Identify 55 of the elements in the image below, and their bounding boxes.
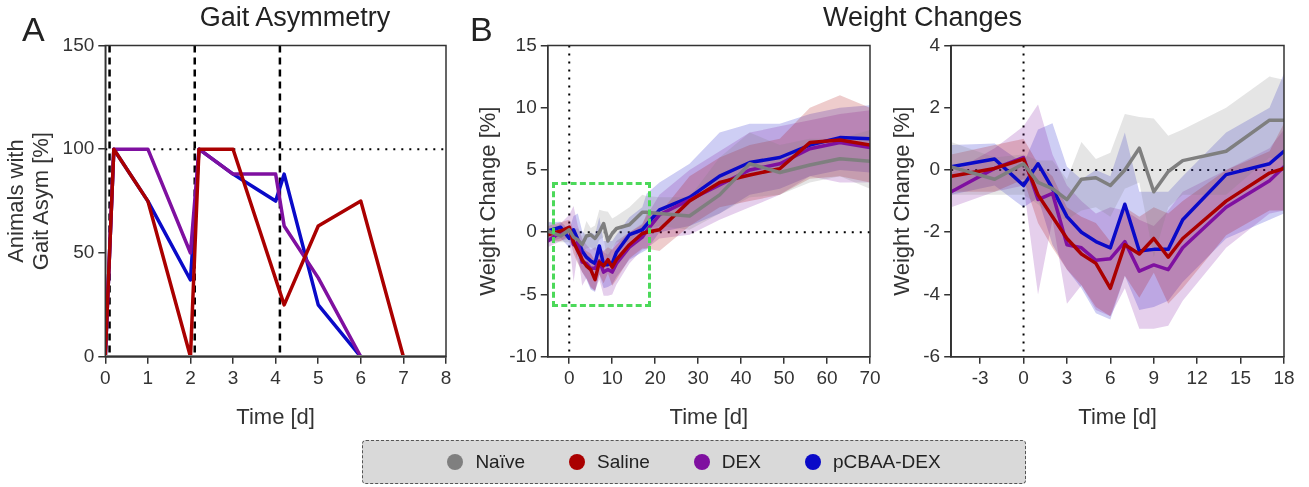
y-tick-label: 0 [526,220,537,242]
x-tick-label: 0 [100,367,111,389]
text: A [22,10,45,49]
legend-label: Saline [597,451,650,473]
legend-label: Naïve [475,451,526,473]
y-tick-label: 50 [73,241,95,263]
y-tick-label: -2 [923,220,941,242]
x-tick-label: 30 [687,367,709,389]
text: B [470,10,493,49]
x-tick-label: 40 [730,367,752,389]
x-axis-title: Time [d] [1078,403,1157,429]
legend-label: pCBAA-DEX [832,451,941,473]
x-tick-label: 3 [227,367,239,389]
y-axis-title: Animals with Gait Asym [%] [2,132,54,271]
y-tick-label: -5 [519,282,537,304]
x-tick-label: 60 [816,367,838,389]
x-tick-label: 3 [1061,367,1073,389]
x-tick-label: 7 [398,367,409,389]
y-tick-label: -4 [923,282,941,304]
y-tick-label: 100 [62,137,95,159]
x-tick-label: 10 [601,367,623,389]
x-tick-label: 0 [1018,367,1029,389]
y-tick-label: 2 [929,95,941,117]
x-tick-label: 8 [440,367,452,389]
x-tick-label: -3 [971,367,989,389]
x-tick-label: 9 [1148,367,1160,389]
x-tick-label: 50 [773,367,795,389]
y-axis-title: Weight Change [%] [888,106,914,296]
y-tick-label: 0 [929,158,941,180]
chart-title: Weight Changes [821,2,1024,33]
y-axis-title: Weight Change [%] [474,106,500,296]
x-tick-label: 12 [1186,367,1208,389]
chart-title: Gait Asymmetry [198,2,392,33]
y-tick-label: 10 [515,95,537,117]
legend-label: DEX [721,451,761,473]
y-tick-label: -10 [509,345,537,367]
x-tick-label: 20 [644,367,666,389]
x-tick-label: 15 [1230,367,1252,389]
x-axis-title: Time [d] [236,403,315,429]
x-tick-label: 5 [312,367,324,389]
y-tick-label: 150 [62,33,95,55]
x-axis-title: Time [d] [669,403,749,429]
x-tick-label: 18 [1273,367,1295,389]
x-tick-label: 4 [270,367,282,389]
x-tick-label: 0 [563,367,575,389]
x-tick-label: 6 [1105,367,1116,389]
x-tick-label: 6 [355,367,367,389]
x-tick-label: 2 [185,367,196,389]
y-tick-label: -6 [923,345,941,367]
y-tick-label: 4 [929,33,941,55]
y-tick-label: 5 [526,158,537,180]
x-tick-label: 70 [859,367,881,389]
x-tick-label: 1 [142,367,154,389]
y-tick-label: 0 [83,345,95,367]
y-tick-label: 15 [515,33,537,55]
